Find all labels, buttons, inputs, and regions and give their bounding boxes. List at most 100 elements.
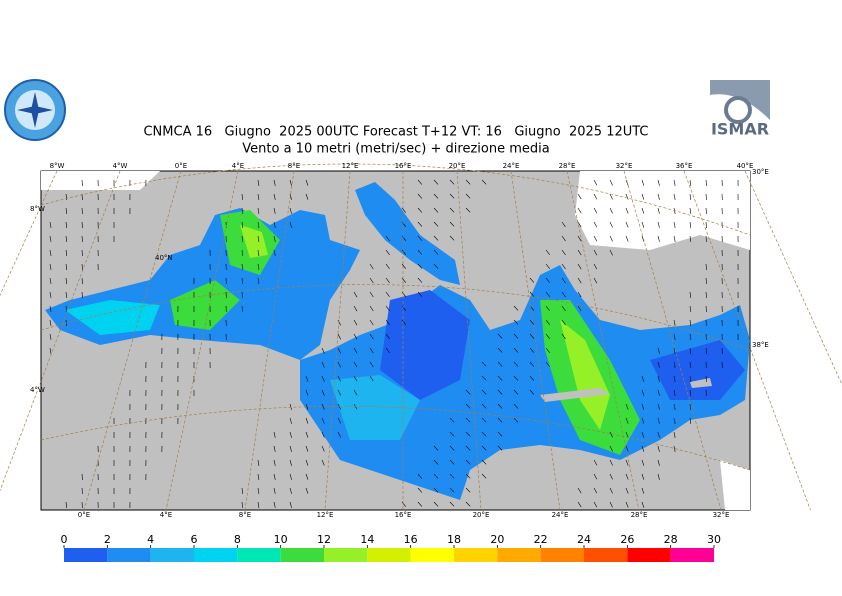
wind-arrow	[529, 375, 535, 381]
wind-arrow	[689, 347, 692, 354]
colorbar-label: 8	[234, 533, 241, 546]
wind-arrow	[593, 473, 598, 480]
wind-arrow	[545, 263, 550, 269]
wind-arrow	[289, 431, 292, 438]
wind-arrow	[657, 431, 660, 438]
land-southeast	[720, 460, 750, 510]
wind-arrow	[273, 473, 276, 480]
wind-arrow	[465, 193, 471, 199]
wind-arrow	[353, 319, 358, 326]
wind-arrow	[49, 333, 52, 340]
wind-arrow	[609, 193, 613, 200]
wind-arrow	[353, 361, 358, 368]
wind-arrow	[305, 193, 309, 200]
wind-arrow	[689, 417, 692, 424]
wind-arrow	[657, 347, 660, 354]
wind-arrow	[257, 263, 260, 270]
colorbar-swatch	[410, 548, 454, 562]
wind-arrow	[657, 389, 660, 396]
wind-arrow	[321, 389, 325, 396]
wind-arrow	[577, 249, 582, 256]
wind-arrow	[305, 445, 309, 452]
wind-arrow	[673, 361, 676, 368]
wind-arrow	[273, 207, 276, 214]
wind-arrow	[289, 501, 292, 508]
wind-arrow	[705, 291, 707, 299]
wind-arrow	[705, 375, 707, 383]
lon-label: 32°E	[713, 511, 730, 519]
wind-arrow	[257, 193, 260, 200]
wind-arrow	[385, 319, 390, 326]
wind-arrow	[369, 361, 374, 368]
wind-arrow	[689, 319, 692, 326]
wind-arrow	[689, 403, 692, 410]
island-crete	[540, 388, 610, 402]
colorbar-label: 0	[61, 533, 68, 546]
wind-arrow	[449, 501, 455, 507]
wind-arrow	[337, 403, 341, 410]
wind-arrow	[241, 501, 243, 508]
wind-arrow	[657, 361, 660, 368]
lon-label: 16°E	[395, 162, 412, 170]
wind-arrow	[641, 501, 645, 508]
lon-label: 8°E	[239, 511, 251, 519]
wind-arrow	[417, 193, 423, 199]
wind-arrow	[241, 207, 243, 214]
wind-arrow	[353, 305, 358, 312]
wind-arrow	[657, 473, 660, 480]
wind-arrow	[273, 431, 276, 438]
wind-arrow	[465, 473, 471, 479]
ismar-logo: ISMAR	[710, 80, 770, 140]
wind-arrow	[305, 459, 309, 466]
wind-arrow	[433, 473, 439, 479]
wind-arrow	[577, 207, 582, 214]
wind-arrow	[529, 319, 535, 325]
wind-arrow	[433, 501, 439, 507]
wind-arrow	[657, 221, 660, 228]
wind-arrow	[609, 235, 613, 242]
wind-arrow	[465, 501, 471, 507]
wind-arrow	[417, 179, 423, 185]
wind-arrow	[465, 389, 471, 395]
wind-arrow	[65, 207, 68, 214]
wind-arrow	[289, 221, 292, 228]
wind-arrow	[65, 235, 68, 242]
wind-arrow	[289, 445, 292, 452]
wind-arrow	[305, 375, 309, 382]
wind-arrow	[673, 375, 676, 382]
wind-arrow	[577, 277, 582, 284]
wind-arrow	[481, 403, 487, 409]
wind-arrow	[529, 347, 535, 353]
wind-arrow	[513, 333, 519, 339]
wind-arrow	[497, 333, 503, 339]
wind-arrow	[529, 389, 535, 395]
wind-arrow	[513, 361, 519, 367]
wind-arrow	[609, 473, 613, 480]
wind-arrow	[625, 417, 629, 424]
wind-arrow	[273, 235, 276, 242]
wind-arrow	[593, 207, 598, 214]
colorbar-swatch	[280, 548, 324, 562]
wind-arrow	[353, 389, 358, 396]
wind-arrow	[353, 291, 358, 298]
wind-arrow	[689, 179, 692, 186]
wind-arrow	[433, 193, 439, 199]
wind-arrow	[577, 291, 582, 298]
wind-arrow	[273, 221, 276, 228]
wind-arrow	[465, 459, 471, 465]
lon-label: 4°E	[160, 511, 172, 519]
wind-arrow	[689, 221, 692, 228]
colorbar-swatch	[237, 548, 281, 562]
parallel	[40, 163, 751, 236]
wind-arrow	[689, 389, 692, 396]
wind-arrow	[65, 305, 68, 312]
wind-arrow	[689, 305, 692, 312]
wind-arrow	[289, 473, 292, 480]
wind-arrow	[705, 221, 707, 229]
wind-arrow	[321, 417, 325, 424]
wind-arrow	[545, 277, 550, 283]
wind-arrow	[257, 487, 260, 494]
wind-arrow	[545, 249, 550, 255]
wind-arrow	[513, 403, 519, 409]
wind-arrow	[289, 487, 292, 494]
